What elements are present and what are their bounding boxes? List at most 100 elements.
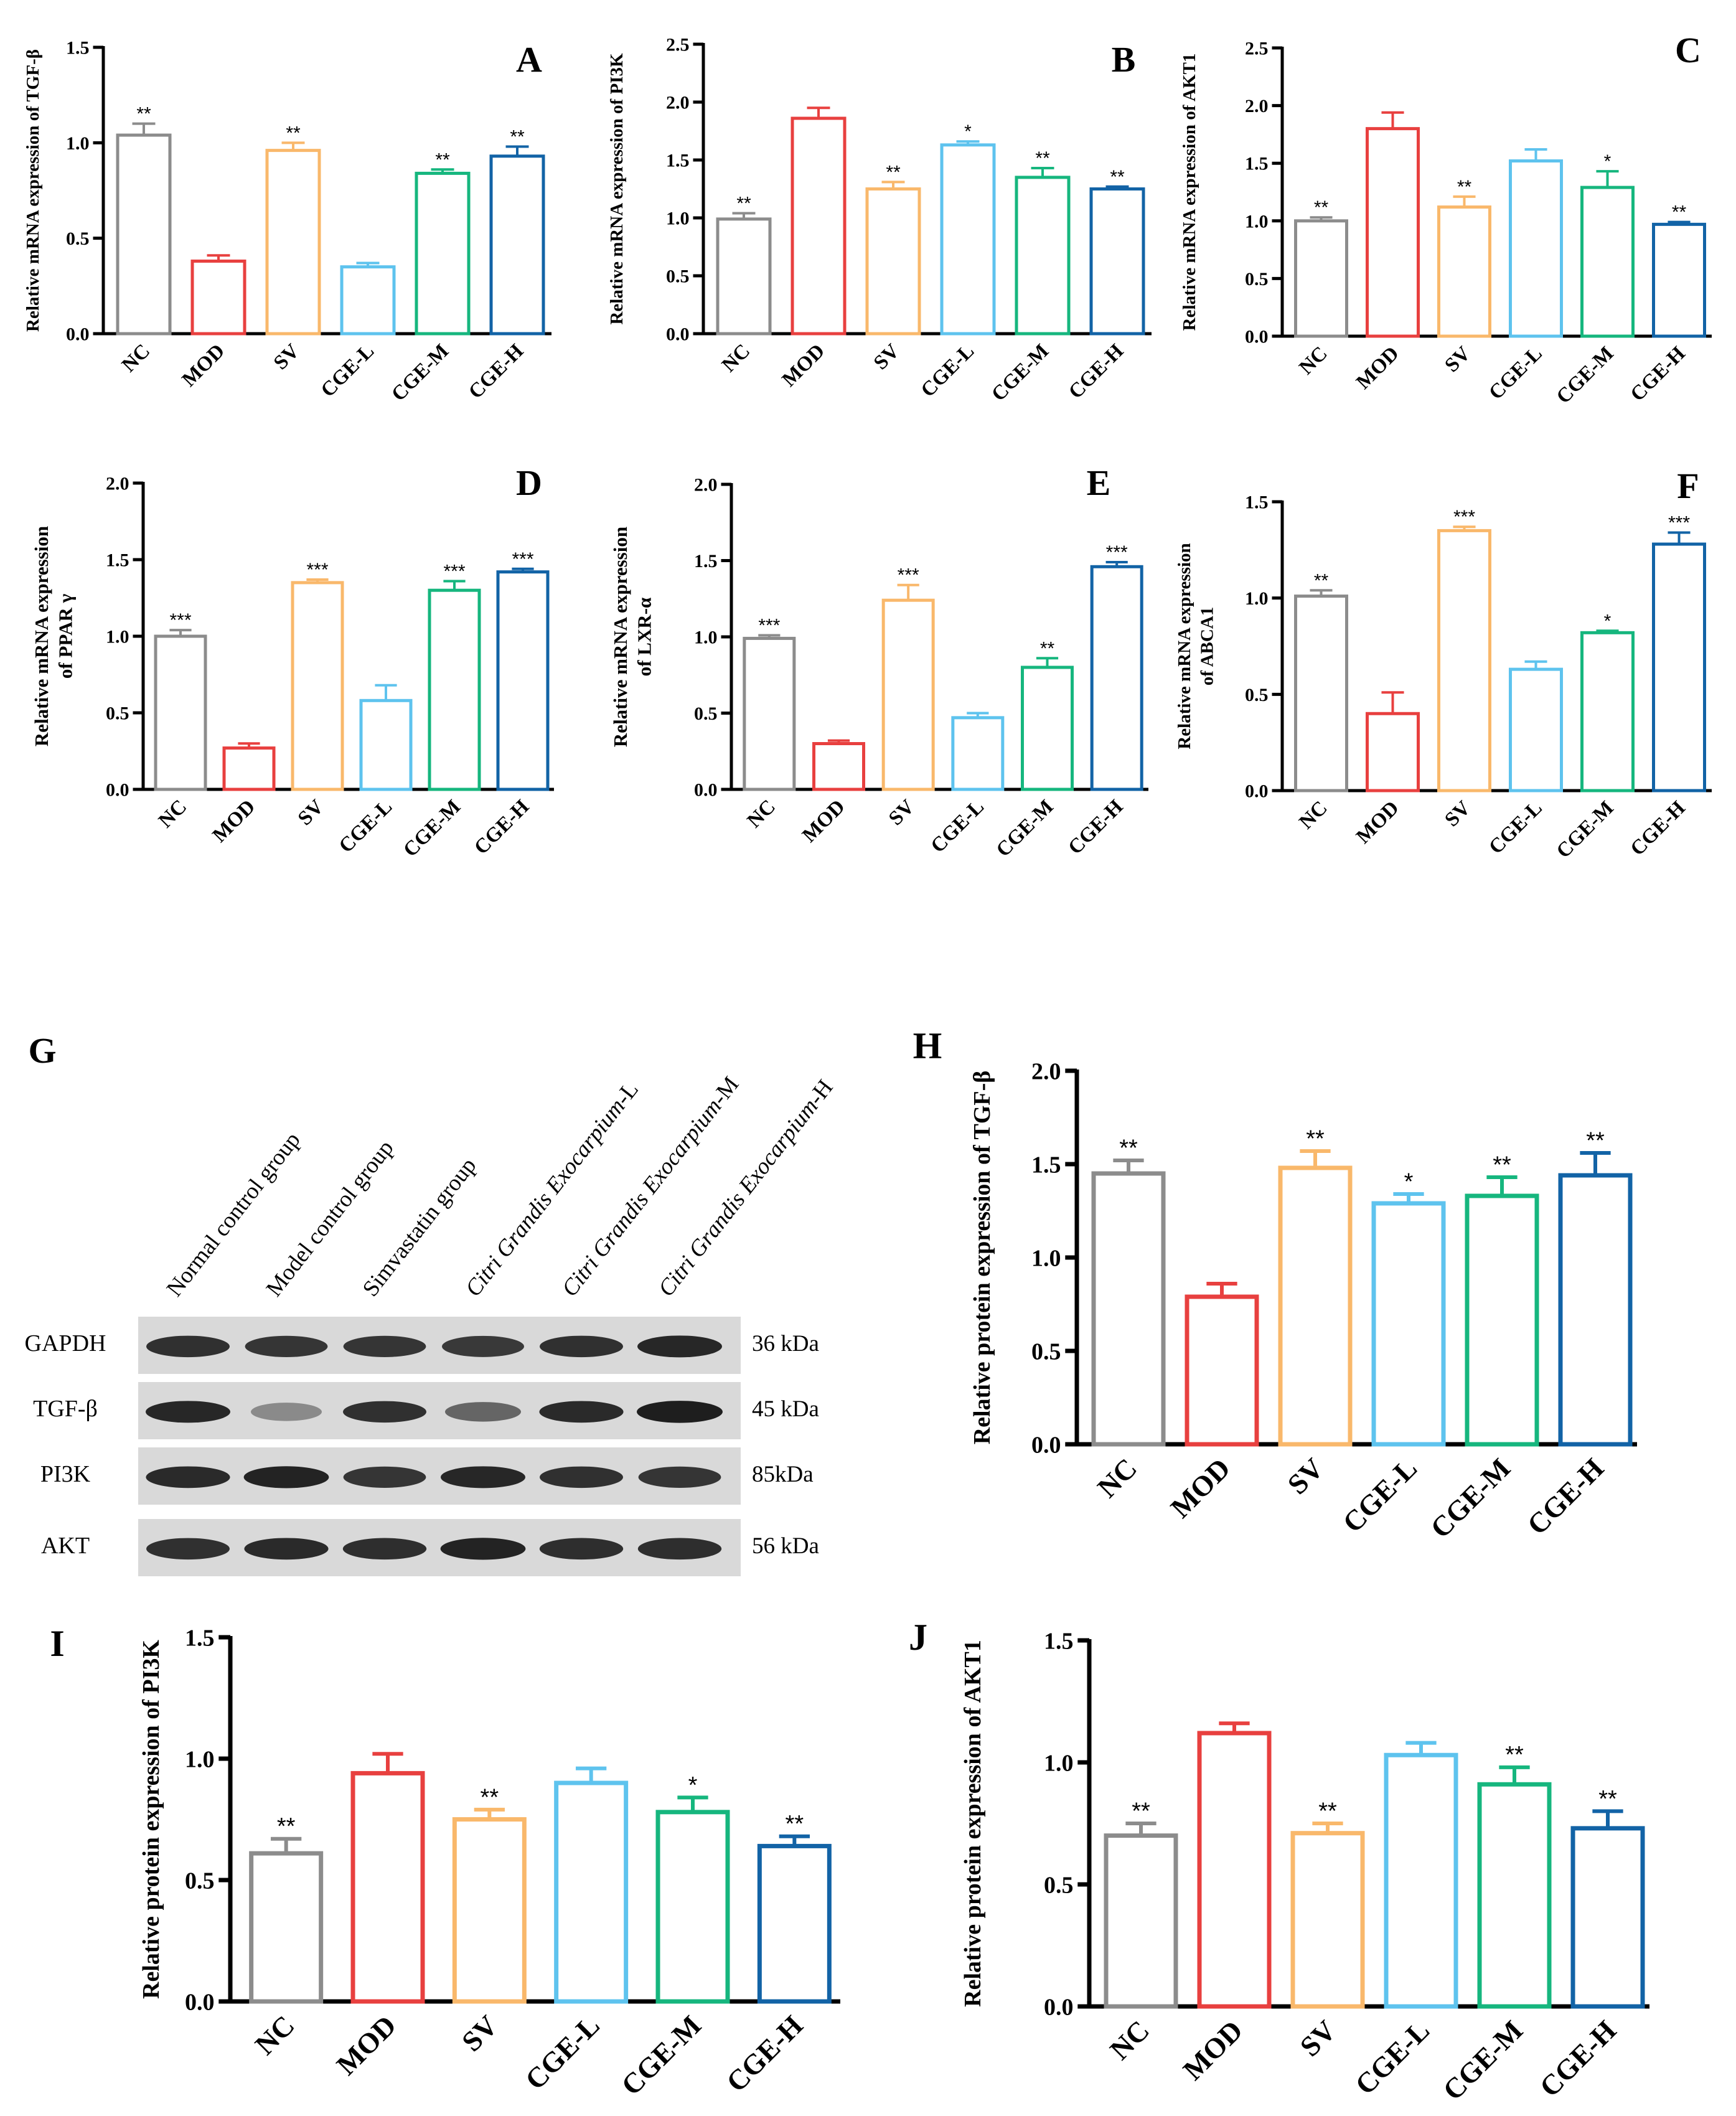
bar-nc bbox=[1294, 219, 1348, 338]
significance-label: ** bbox=[481, 1784, 499, 1810]
bar-nc bbox=[116, 133, 172, 336]
x-tick-label: CGE-M bbox=[387, 340, 453, 406]
molecular-weight-label: 36 kDa bbox=[752, 1331, 819, 1357]
x-tick-label: CGE-L bbox=[917, 340, 978, 402]
significance-label: ** bbox=[1035, 148, 1050, 169]
y-tick-label: 1.5 bbox=[1031, 1152, 1061, 1178]
panel-letter: I bbox=[50, 1623, 64, 1664]
bar-mod bbox=[1366, 127, 1420, 338]
bar-nc bbox=[1104, 1833, 1178, 2009]
bar-nc bbox=[716, 217, 772, 336]
molecular-weight-label: 56 kDa bbox=[752, 1533, 819, 1559]
panel-letter: D bbox=[516, 463, 542, 503]
molecular-weight-label: 85kDa bbox=[752, 1462, 814, 1487]
bar-mod bbox=[190, 259, 246, 336]
significance-label: ** bbox=[435, 149, 450, 170]
blot-band bbox=[637, 1335, 722, 1358]
x-tick-label: SV bbox=[456, 2009, 504, 2057]
x-tick-label: MOD bbox=[1177, 2014, 1249, 2086]
y-tick-label: 1.5 bbox=[694, 551, 718, 571]
y-tick-label: 0.0 bbox=[1245, 781, 1269, 802]
y-axis-label: Relative mRNA expression of TGF-β bbox=[23, 49, 43, 332]
panel-letter: G bbox=[28, 1030, 56, 1071]
significance-label: *** bbox=[169, 610, 191, 631]
blot-band bbox=[343, 1466, 426, 1488]
y-tick-label: 1.0 bbox=[1245, 211, 1269, 232]
y-axis-label: Relative mRNA expression of PPAR γ bbox=[30, 526, 77, 746]
significance-label: ** bbox=[277, 1813, 296, 1840]
x-tick-label: MOD bbox=[798, 796, 849, 847]
y-tick-label: 0.0 bbox=[1044, 1994, 1074, 2020]
x-tick-label: CGE-M bbox=[987, 340, 1053, 406]
significance-label: ** bbox=[510, 126, 525, 147]
x-tick-label: NC bbox=[118, 340, 154, 377]
y-tick-label: 0.0 bbox=[106, 780, 129, 801]
bar-cge-m bbox=[1580, 631, 1635, 792]
x-tick-label: SV bbox=[870, 340, 904, 374]
y-tick-label: 2.5 bbox=[666, 35, 690, 55]
blot-band bbox=[540, 1466, 623, 1488]
blot-band bbox=[343, 1401, 426, 1423]
blot-band bbox=[445, 1402, 521, 1422]
x-tick-label: MOD bbox=[778, 340, 829, 391]
bar-cge-m bbox=[1015, 176, 1071, 336]
x-tick-label: MOD bbox=[1352, 797, 1403, 848]
x-tick-label: CGE-L bbox=[1349, 2014, 1435, 2100]
significance-label: *** bbox=[443, 561, 465, 581]
significance-label: ** bbox=[1040, 638, 1055, 659]
blot-band bbox=[540, 1335, 623, 1358]
chart-panel-h: H 0.0 0.5 1.0 1.5 2.0 Relative protein express… bbox=[913, 1025, 1637, 1544]
bar-sv bbox=[1437, 205, 1491, 338]
y-axis-label: Relative protein expression of TGF-β bbox=[969, 1071, 995, 1445]
y-tick-label: 1.0 bbox=[1245, 588, 1269, 609]
protein-label: PI3K bbox=[40, 1461, 91, 1487]
y-axis-label: Relative mRNA expression of PI3K bbox=[607, 53, 627, 324]
y-tick-label: 1.0 bbox=[1044, 1750, 1074, 1776]
significance-label: * bbox=[1604, 611, 1612, 631]
x-tick-label: CGE-H bbox=[470, 796, 533, 859]
y-tick-label: 2.0 bbox=[694, 475, 718, 496]
bar-cge-m bbox=[655, 1810, 730, 2004]
protein-label: AKT bbox=[41, 1533, 90, 1559]
x-tick-label: NC bbox=[249, 2009, 301, 2061]
bar-mod bbox=[1197, 1731, 1272, 2009]
y-tick-label: 2.0 bbox=[666, 93, 690, 113]
significance-label: ** bbox=[1306, 1126, 1325, 1152]
bar-sv bbox=[881, 598, 935, 791]
significance-label: ** bbox=[1314, 570, 1329, 591]
significance-label: *** bbox=[758, 616, 780, 636]
panel-letter: H bbox=[913, 1025, 942, 1066]
chart-panel-j: J 0.0 0.5 1.0 1.5 Relative protein expression… bbox=[909, 1617, 1649, 2106]
y-tick-label: 0.5 bbox=[1245, 269, 1269, 289]
y-tick-label: 0.0 bbox=[1031, 1432, 1061, 1458]
significance-label: *** bbox=[512, 549, 533, 570]
x-tick-label: CGE-H bbox=[1064, 796, 1127, 859]
lane-label: Citri Grandis Exocarpium-L bbox=[461, 1077, 644, 1302]
x-tick-label: CGE-L bbox=[1336, 1452, 1423, 1538]
blot-band bbox=[343, 1335, 426, 1357]
y-tick-label: 0.0 bbox=[66, 324, 90, 345]
lane-label: Citri Grandis Exocarpium-M bbox=[557, 1072, 744, 1302]
significance-label: * bbox=[964, 121, 972, 142]
bar-mod bbox=[1185, 1294, 1259, 1447]
y-axis-label: Relative mRNA expression of LXR-α bbox=[609, 527, 655, 747]
x-tick-label: MOD bbox=[178, 340, 229, 391]
bar-sv bbox=[452, 1817, 527, 2004]
y-tick-label: 0.5 bbox=[66, 228, 90, 249]
significance-label: ** bbox=[1505, 1742, 1524, 1768]
significance-label: *** bbox=[898, 565, 919, 586]
y-tick-label: 2.0 bbox=[106, 474, 129, 494]
bar-cge-h bbox=[1652, 222, 1706, 338]
bar-cge-m bbox=[428, 588, 481, 791]
significance-label: ** bbox=[1110, 167, 1125, 187]
blot-band bbox=[440, 1538, 526, 1560]
panel-letter: E bbox=[1087, 463, 1111, 503]
significance-label: ** bbox=[736, 194, 751, 214]
x-tick-label: MOD bbox=[1165, 1452, 1237, 1524]
y-tick-label: 0.5 bbox=[185, 1868, 215, 1894]
significance-label: ** bbox=[1318, 1798, 1337, 1824]
significance-label: ** bbox=[886, 162, 901, 182]
chart-panel-f: F 0.0 0.5 1.0 1.5 Relative mRNA expression of … bbox=[1175, 466, 1712, 863]
significance-label: *** bbox=[1106, 542, 1128, 563]
significance-label: ** bbox=[1493, 1152, 1511, 1178]
